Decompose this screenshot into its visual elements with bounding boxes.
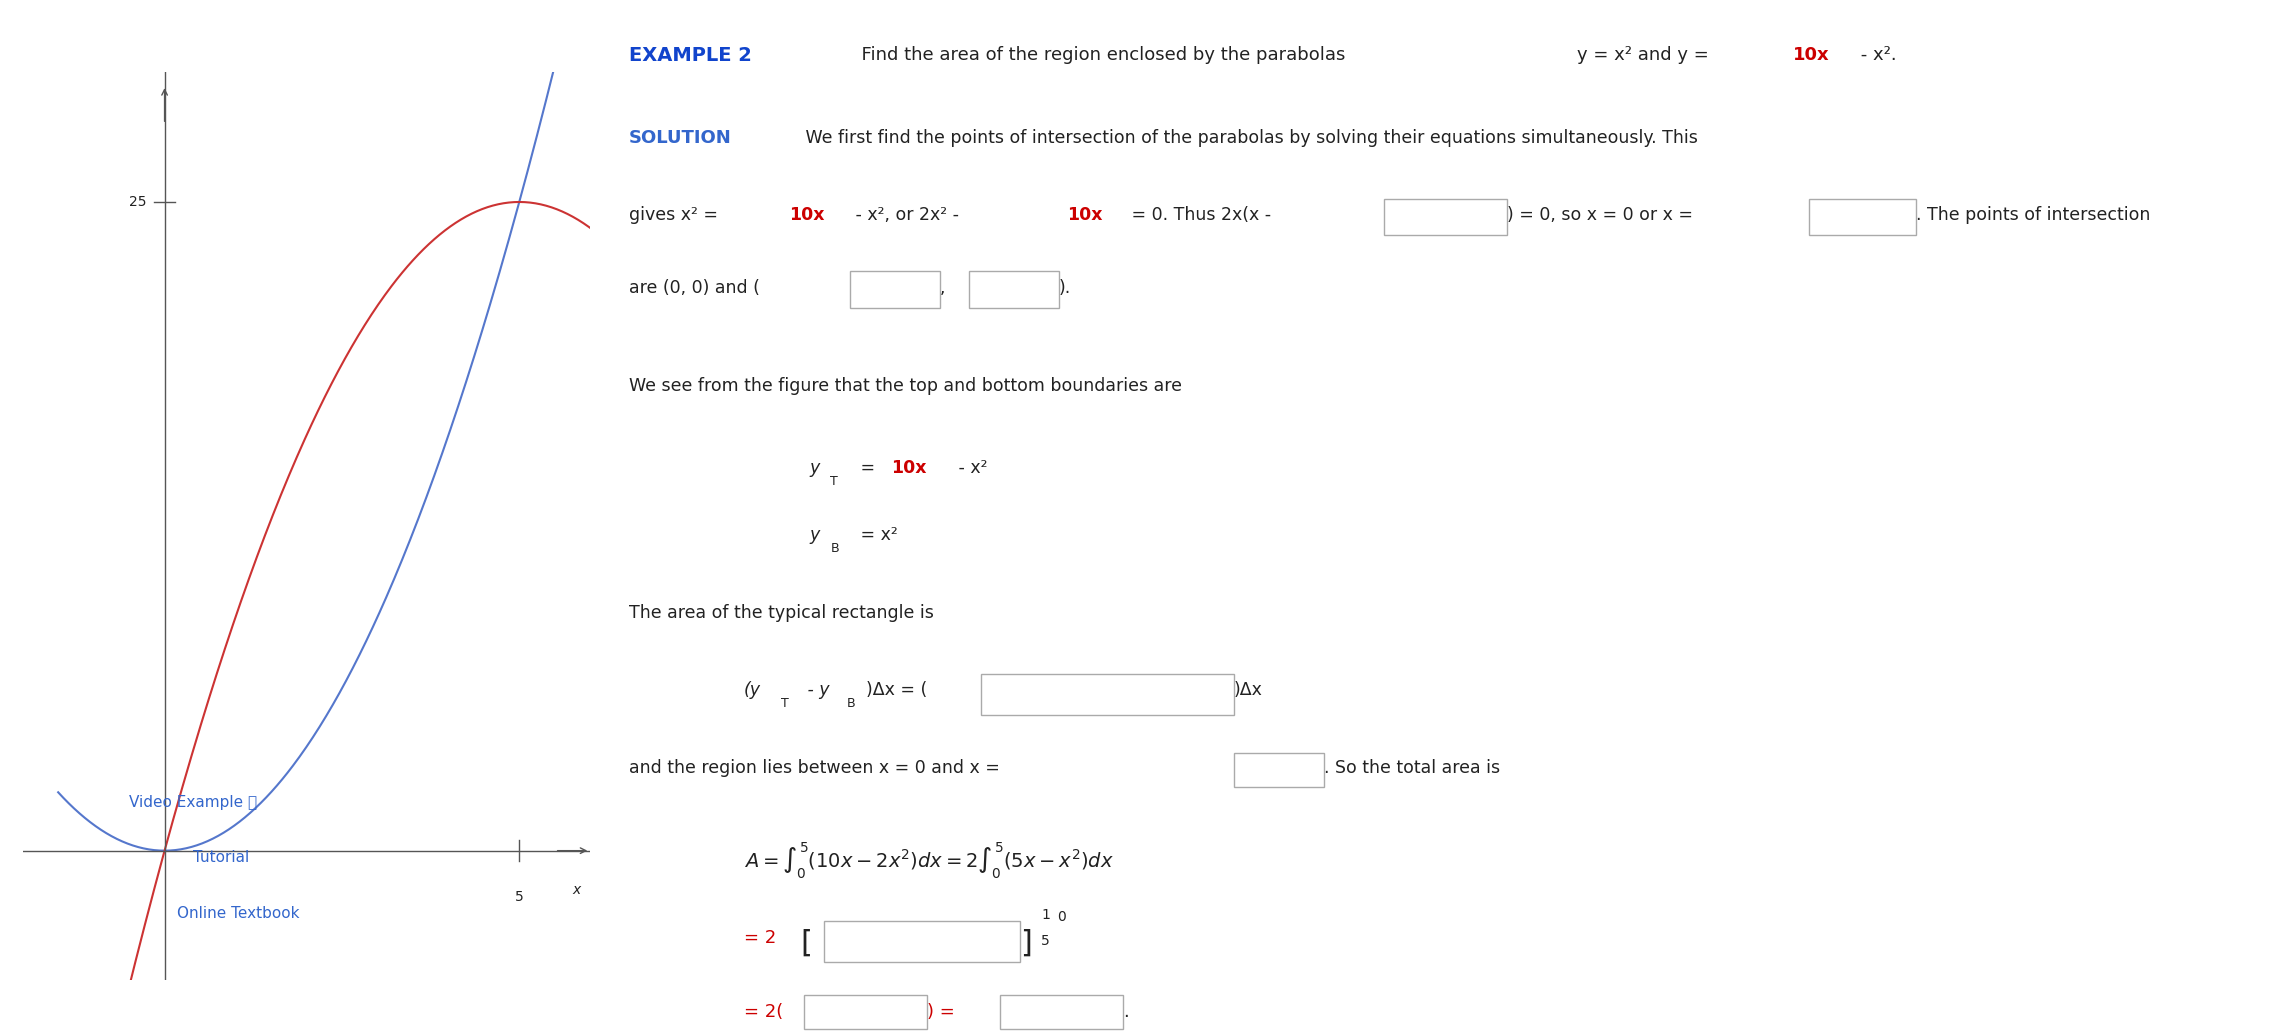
Bar [981,674,1235,715]
Text: We see from the figure that the top and bottom boundaries are: We see from the figure that the top and … [629,377,1183,394]
Text: B: B [847,697,856,710]
Text: y = x² and y =: y = x² and y = [1578,46,1714,64]
Text: Online Textbook: Online Textbook [177,906,300,922]
Text: and the region lies between x = 0 and x =: and the region lies between x = 0 and x … [629,759,1006,776]
Text: 10x: 10x [1067,206,1103,224]
Text: ) =: ) = [926,1003,960,1021]
Text: EXAMPLE 2: EXAMPLE 2 [629,46,751,65]
Text: 0: 0 [1058,910,1067,925]
Bar [969,271,1060,308]
Text: x: x [572,882,581,897]
Bar [804,995,926,1029]
Text: = 2: = 2 [745,929,776,946]
Text: Tutorial: Tutorial [193,850,250,866]
Text: .: . [1124,1003,1128,1021]
Bar [1809,199,1916,235]
Text: - y: - y [804,681,831,699]
Text: y: y [808,459,819,477]
Text: $A = \int_0^5 \left(10x - 2x^2\right) dx = 2\int_0^5 \left(5x - x^2\right) dx$: $A = \int_0^5 \left(10x - 2x^2\right) dx… [745,841,1115,881]
Text: = 0. Thus 2x(x -: = 0. Thus 2x(x - [1126,206,1276,224]
Text: ) = 0, so x = 0 or x =: ) = 0, so x = 0 or x = [1507,206,1698,224]
Bar [1235,753,1323,787]
Text: T: T [781,697,790,710]
Text: - x², or 2x² -: - x², or 2x² - [849,206,965,224]
Bar [1385,199,1507,235]
Text: ,: , [940,279,944,296]
Text: SOLUTION: SOLUTION [629,129,731,147]
Text: T: T [831,475,838,488]
Text: The area of the typical rectangle is: The area of the typical rectangle is [629,604,935,621]
Text: Video Example 🔊: Video Example 🔊 [129,795,257,810]
Text: 10x: 10x [1793,46,1830,64]
Text: B: B [831,542,840,555]
Text: . So the total area is: . So the total area is [1323,759,1500,776]
Text: = x²: = x² [856,526,897,544]
Text: 25: 25 [129,195,148,208]
Text: 10x: 10x [790,206,824,224]
Text: We first find the points of intersection of the parabolas by solving their equat: We first find the points of intersection… [790,129,1698,147]
Text: )Δx = (: )Δx = ( [867,681,928,699]
Text: 5: 5 [515,890,524,904]
Text: 10x: 10x [890,459,926,477]
Text: 1: 1 [1042,908,1051,923]
Bar [849,271,940,308]
Text: - x²: - x² [953,459,987,477]
Text: (y: (y [745,681,760,699]
Text: y: y [808,526,819,544]
Bar [824,921,1019,962]
Text: = 2(: = 2( [745,1003,783,1021]
Text: [: [ [801,929,813,958]
Text: =: = [856,459,881,477]
Text: ).: ). [1060,279,1071,296]
Text: )Δx: )Δx [1235,681,1262,699]
Text: ]: ] [1019,929,1033,958]
Text: 5: 5 [1042,934,1049,948]
Text: gives x² =: gives x² = [629,206,724,224]
Bar [1001,995,1124,1029]
Text: - x².: - x². [1855,46,1898,64]
Text: are (0, 0) and (: are (0, 0) and ( [629,279,760,296]
Text: . The points of intersection: . The points of intersection [1916,206,2150,224]
Text: Find the area of the region enclosed by the parabolas: Find the area of the region enclosed by … [849,46,1351,64]
